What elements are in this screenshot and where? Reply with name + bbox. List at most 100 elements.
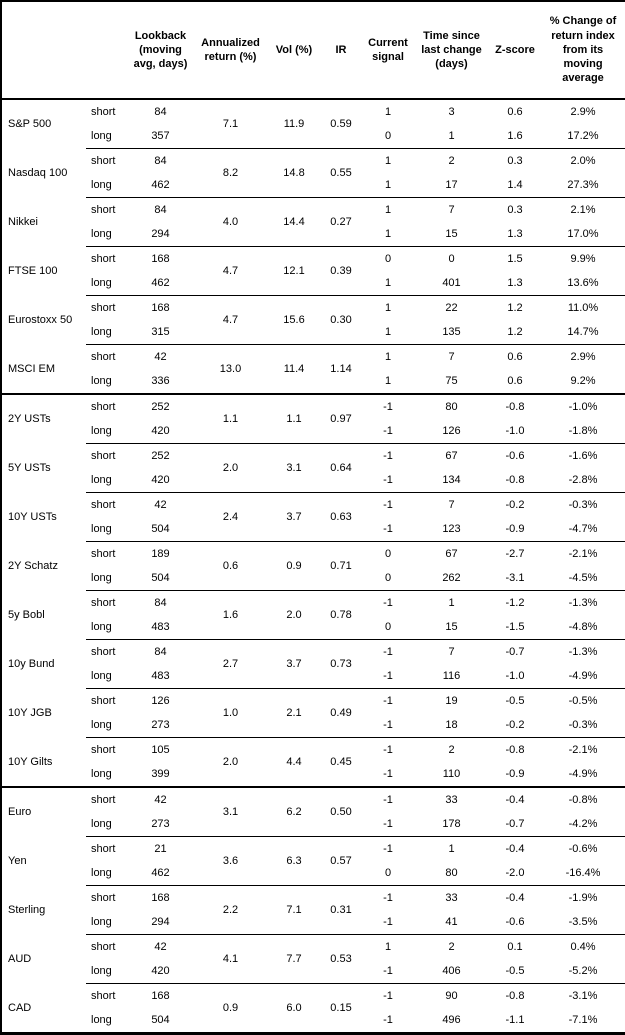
z-score-value: -0.6 bbox=[489, 443, 541, 468]
lookback-value: 273 bbox=[151, 718, 170, 731]
instrument-row-short: Sterling short 168 2.2 7.1 0.31 -1 33 -0.4 -1.9% bbox=[1, 885, 625, 935]
signal-value: -1 bbox=[362, 836, 414, 861]
lookback-value: 42 bbox=[128, 934, 193, 959]
z-score-value: -0.8 bbox=[489, 983, 541, 1008]
pct-change-value: -5.2% bbox=[568, 964, 598, 977]
vol-value: 11.4 bbox=[268, 344, 320, 394]
z-score-value: 0.6 bbox=[507, 105, 523, 118]
leg-label-long: long bbox=[91, 571, 112, 584]
pct-change-value: 2.9% bbox=[541, 344, 625, 369]
annualized-return-value: 13.0 bbox=[193, 344, 268, 394]
z-score-value: -0.6 bbox=[505, 915, 525, 928]
z-score-value: 0.1 bbox=[489, 934, 541, 959]
signal-value: -1 bbox=[383, 767, 393, 780]
time-since-value: 17 bbox=[445, 178, 458, 191]
ir-value: 0.27 bbox=[320, 197, 362, 247]
instrument-name: 10Y JGB bbox=[8, 706, 52, 719]
time-since-value: 262 bbox=[442, 571, 461, 584]
pct-change-value: -1.8% bbox=[568, 424, 598, 437]
leg-label-long: long bbox=[91, 964, 112, 977]
leg-label-short: short bbox=[86, 443, 128, 468]
vol-value: 0.9 bbox=[268, 541, 320, 591]
annualized-return-value: 4.7 bbox=[193, 246, 268, 296]
pct-change-value: -4.5% bbox=[568, 571, 598, 584]
signal-value: -1 bbox=[362, 492, 414, 517]
instrument-row-short: FTSE 100 short 168 4.7 12.1 0.39 0 0 1.5 9.9% bbox=[1, 246, 625, 296]
signal-value: 0 bbox=[384, 620, 392, 633]
leg-label-short: short bbox=[86, 836, 128, 861]
time-since-value: 7 bbox=[414, 492, 489, 517]
lookback-value: 252 bbox=[128, 393, 193, 419]
pct-change-value: -4.8% bbox=[568, 620, 598, 633]
z-score-value: -0.8 bbox=[489, 737, 541, 762]
ir-value: 0.97 bbox=[320, 393, 362, 444]
lookback-value: 294 bbox=[151, 915, 170, 928]
annualized-return-value: 3.6 bbox=[193, 836, 268, 886]
leg-label-short: short bbox=[86, 786, 128, 812]
instrument-row-long: long 420 -1 126 -1.0 -1.8% bbox=[1, 419, 625, 444]
signal-value: 1 bbox=[384, 227, 392, 240]
signal-value: -1 bbox=[383, 522, 393, 535]
lookback-value: 462 bbox=[151, 866, 170, 879]
leg-label-short: short bbox=[86, 934, 128, 959]
ir-value: 0.39 bbox=[320, 246, 362, 296]
pct-change-value: 17.2% bbox=[567, 129, 599, 142]
instrument-row-short: MSCI EM short 42 13.0 11.4 1.14 1 7 0.6 2.9% bbox=[1, 344, 625, 394]
time-since-value: 3 bbox=[448, 105, 455, 118]
header-leg bbox=[86, 1, 128, 100]
z-score-value: -0.5 bbox=[489, 688, 541, 713]
leg-label-short: short bbox=[86, 246, 128, 271]
signal-value: -1 bbox=[383, 915, 393, 928]
z-score-value: -1.0 bbox=[505, 424, 525, 437]
lookback-value: 273 bbox=[151, 817, 170, 830]
time-since-value: 67 bbox=[414, 443, 489, 468]
pct-change-value: -7.1% bbox=[568, 1013, 598, 1026]
leg-label-short: short bbox=[86, 541, 128, 566]
instrument-name: 2Y USTs bbox=[1, 393, 86, 444]
instrument-name: 10Y USTs bbox=[8, 510, 57, 523]
leg-label-short: short bbox=[86, 393, 128, 419]
lookback-value: 168 bbox=[128, 983, 193, 1008]
vol-value: 6.0 bbox=[268, 983, 320, 1034]
table-body: S&P 500 short 84 7.1 11.9 0.59 1 3 0.6 2.9% long 35… bbox=[1, 99, 625, 1034]
ir-value: 0.30 bbox=[320, 295, 362, 345]
annualized-return-value: 4.7 bbox=[193, 295, 268, 345]
instrument-name: 5y Bobl bbox=[8, 608, 45, 621]
time-since-value: 67 bbox=[414, 541, 489, 566]
instrument-row-long: long 294 1 15 1.3 17.0% bbox=[1, 222, 625, 247]
ir-value: 0.73 bbox=[320, 639, 362, 689]
annualized-return-value: 2.7 bbox=[193, 639, 268, 689]
time-since-value: 7 bbox=[414, 197, 489, 222]
ir-value: 0.55 bbox=[320, 148, 362, 198]
instrument-name: 2Y Schatz bbox=[8, 559, 58, 572]
pct-change-value: -3.1% bbox=[541, 983, 625, 1008]
signal-value: -1 bbox=[383, 473, 393, 486]
leg-label-long: long bbox=[91, 473, 112, 486]
z-score-value: 0.3 bbox=[489, 148, 541, 173]
lookback-value: 126 bbox=[128, 688, 193, 713]
instrument-name: Sterling bbox=[8, 903, 46, 916]
lookback-value: 21 bbox=[128, 836, 193, 861]
leg-label-short: short bbox=[86, 295, 128, 320]
pct-change-value: -1.9% bbox=[541, 885, 625, 910]
signal-value: 1 bbox=[362, 934, 414, 959]
instrument-row-short: CAD short 168 0.9 6.0 0.15 -1 90 -0.8 -3.1% bbox=[1, 983, 625, 1034]
pct-change-value: -1.3% bbox=[541, 639, 625, 664]
instrument-row-short: 2Y Schatz short 189 0.6 0.9 0.71 0 67 -2.7 -2.1% bbox=[1, 541, 625, 591]
lookback-value: 504 bbox=[151, 522, 170, 535]
pct-change-value: 27.3% bbox=[567, 178, 599, 191]
z-score-value: -0.9 bbox=[505, 522, 525, 535]
lookback-value: 84 bbox=[128, 148, 193, 173]
time-since-value: 2 bbox=[414, 148, 489, 173]
lookback-value: 168 bbox=[128, 246, 193, 271]
leg-label-short: short bbox=[86, 344, 128, 369]
pct-change-value: 14.7% bbox=[567, 325, 599, 338]
instrument-row-long: long 357 0 1 1.6 17.2% bbox=[1, 124, 625, 149]
signal-value: -1 bbox=[383, 1013, 393, 1026]
instrument-row-short: S&P 500 short 84 7.1 11.9 0.59 1 3 0.6 2.9% bbox=[1, 99, 625, 130]
leg-label-long: long bbox=[91, 178, 112, 191]
signal-value: 1 bbox=[384, 276, 392, 289]
vol-value: 11.9 bbox=[283, 117, 305, 130]
instrument-name: Yen bbox=[8, 854, 27, 867]
pct-change-value: -0.3% bbox=[568, 718, 598, 731]
